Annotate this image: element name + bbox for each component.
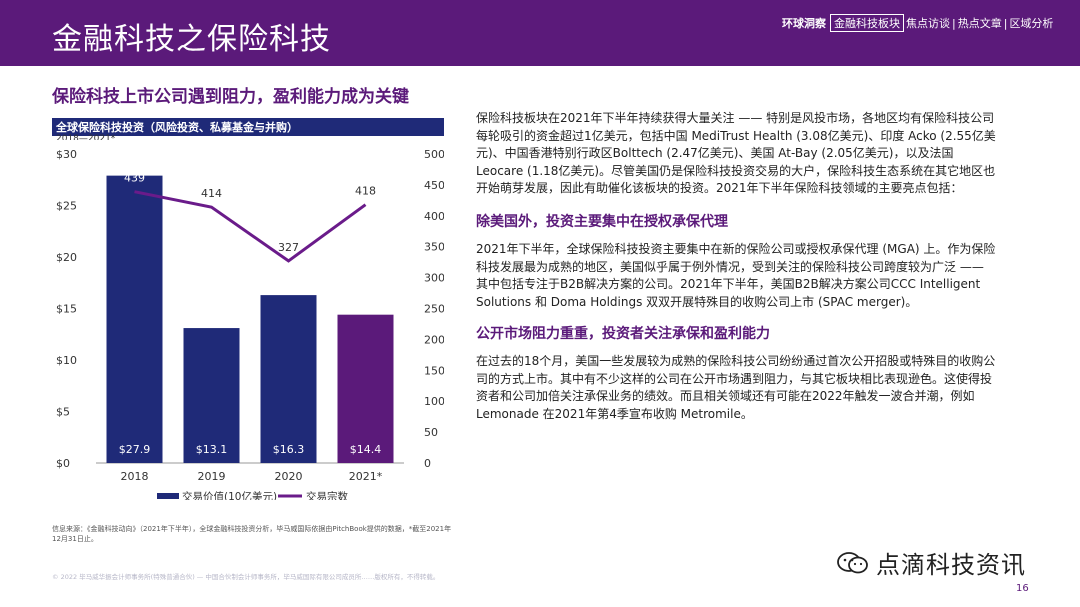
section-marker-icon (30, 84, 36, 100)
right-axis-tick: 350 (424, 241, 444, 254)
left-axis-tick: $10 (56, 354, 77, 367)
bar-value-label: $16.3 (273, 443, 305, 456)
deal-count-line (134, 190, 367, 263)
nav-brand[interactable]: 环球洞察 (782, 17, 826, 30)
right-axis-tick: 0 (424, 457, 431, 470)
bar-value-label: $27.9 (119, 443, 151, 456)
right-axis-tick: 300 (424, 272, 444, 285)
nav-item-fintech[interactable]: 金融科技板块 (830, 14, 904, 32)
nav-separator: | (1003, 16, 1008, 30)
source-note: 信息来源：《金融科技动向》（2021年下半年），全球金融科技投资分析，毕马威国际… (52, 525, 452, 543)
bar-2019 (183, 328, 240, 463)
bar-value-label: $13.1 (196, 443, 228, 456)
legend-line-label: 交易宗数 (306, 490, 348, 500)
page-number: 16 (1016, 583, 1029, 594)
right-axis-tick: 100 (424, 395, 444, 408)
nav-item-interviews[interactable]: 焦点访谈 (906, 17, 950, 30)
section2-heading: 公开市场阻力重重，投资者关注承保和盈利能力 (476, 326, 770, 342)
left-axis-tick: $30 (56, 148, 77, 161)
intro-paragraph: 保险科技板块在2021年下半年持续获得大量关注 —— 特别是风投市场，各地区均有… (476, 111, 996, 195)
right-axis-tick: 500 (424, 148, 444, 161)
left-axis-tick: $25 (56, 200, 77, 213)
nav-separator: | (952, 16, 956, 30)
wechat-icon (837, 551, 868, 573)
chart-title-bar: 全球保险科技投资（风险投资、私募基金与并购） (52, 118, 444, 136)
right-axis-tick: 450 (424, 179, 444, 192)
section1-paragraph: 2021年下半年，全球保险科技投资主要集中在新的保险公司或授权承保代理 (MGA… (476, 242, 996, 309)
investment-chart: $0 $5 $10 $15 $20 $25 $30 0 50 100 150 200 250 300 350… (52, 140, 444, 500)
right-axis-tick: 400 (424, 210, 444, 223)
left-axis-tick: $5 (56, 406, 70, 419)
watermark-text: 点滴科技资讯 (876, 551, 1026, 579)
right-axis-tick: 150 (424, 364, 444, 377)
chart-title: 全球保险科技投资（风险投资、私募基金与并购） (56, 121, 298, 134)
line-value-label: 327 (278, 241, 299, 254)
x-axis-tick: 2019 (198, 470, 226, 483)
x-axis-tick: 2020 (275, 470, 303, 483)
left-axis-tick: $0 (56, 457, 70, 470)
chart-date-range: 2018—2021* (56, 134, 116, 144)
nav-item-articles[interactable]: 热点文章 (957, 17, 1002, 30)
right-axis-tick: 250 (424, 303, 444, 316)
legend-bar-label: 交易价值(10亿美元) (182, 490, 277, 500)
header-bar: 金融科技之保险科技 环球洞察 金融科技板块 焦点访谈 | 热点文章 | 区域分析 (0, 0, 1080, 66)
page-title: 金融科技之保险科技 (52, 22, 331, 57)
bar-2020 (260, 295, 317, 463)
right-axis-tick: 50 (424, 426, 438, 439)
line-value-label: 414 (201, 187, 222, 200)
bar-2018 (106, 175, 163, 463)
bar-2021* (337, 314, 394, 463)
nav-item-regional[interactable]: 区域分析 (1009, 17, 1054, 30)
right-axis-tick: 200 (424, 333, 444, 346)
left-axis-tick: $20 (56, 251, 77, 264)
section1-heading: 除美国外，投资主要集中在授权承保代理 (476, 214, 728, 230)
section2-paragraph: 在过去的18个月，美国一些发展较为成熟的保险科技公司纷纷通过首次公开招股或特殊目… (476, 354, 996, 421)
bar-value-label: $14.4 (350, 443, 382, 456)
footer-disclaimer: © 2022 毕马威华振会计师事务所(特殊普通合伙) — 中国合伙制会计师事务所… (52, 573, 440, 581)
x-axis-tick: 2018 (121, 470, 149, 483)
legend-bar-swatch (157, 493, 179, 499)
section-subtitle: 保险科技上市公司遇到阻力，盈利能力成为关键 (52, 87, 409, 107)
left-axis-tick: $15 (56, 303, 77, 316)
watermark: 点滴科技资讯 (836, 545, 1026, 580)
top-nav: 环球洞察 金融科技板块 焦点访谈 | 热点文章 | 区域分析 (782, 14, 1053, 32)
line-value-label: 418 (355, 185, 376, 198)
line-value-label: 439 (124, 172, 145, 185)
x-axis-tick: 2021* (349, 470, 383, 483)
